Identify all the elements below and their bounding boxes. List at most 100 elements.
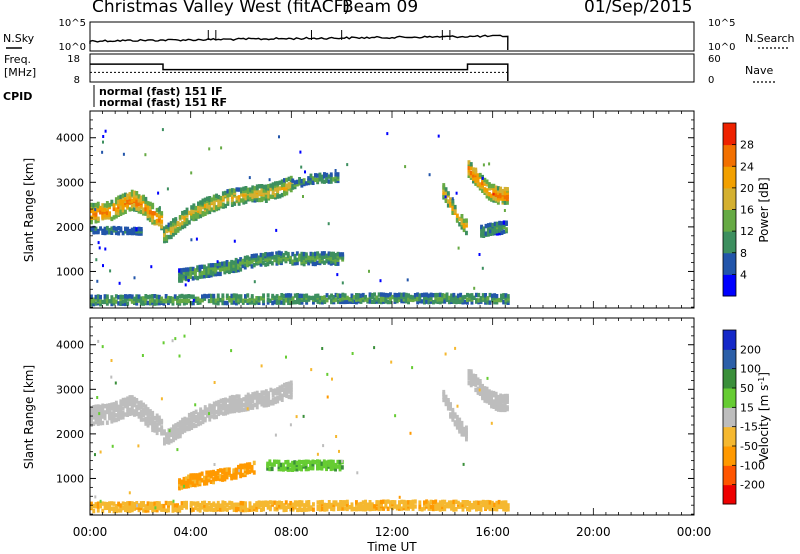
data-cell xyxy=(126,503,130,508)
data-cell xyxy=(278,389,282,394)
data-cell xyxy=(96,421,100,426)
data-cell xyxy=(128,397,132,402)
data-cell xyxy=(494,402,498,407)
data-cell xyxy=(460,432,464,437)
data-cell xyxy=(503,405,507,411)
data-cell xyxy=(187,294,191,299)
data-cell xyxy=(465,430,468,435)
speckle-cell xyxy=(260,364,263,368)
data-cell xyxy=(461,507,465,512)
data-cell xyxy=(164,299,168,304)
data-cell xyxy=(124,192,127,197)
speckle-cell xyxy=(390,360,393,364)
data-cell xyxy=(201,198,205,203)
data-cell xyxy=(275,253,279,259)
data-cell xyxy=(300,507,304,513)
data-cell xyxy=(137,412,141,417)
data-cell xyxy=(223,501,227,506)
data-cell xyxy=(151,296,155,302)
data-cell xyxy=(194,409,198,414)
data-cell xyxy=(282,300,286,306)
data-cell xyxy=(305,500,309,505)
speckle-cell xyxy=(334,169,337,172)
speckle-cell xyxy=(144,153,147,157)
data-cell xyxy=(228,192,232,197)
data-cell xyxy=(441,297,444,302)
data-cell xyxy=(148,205,152,211)
freq-left-label-1: Freq. xyxy=(4,53,31,66)
data-cell xyxy=(139,195,143,200)
data-cell xyxy=(230,190,234,195)
data-cell xyxy=(139,501,143,506)
freq-line xyxy=(90,63,509,81)
data-cell xyxy=(133,202,136,208)
data-cell xyxy=(237,394,241,399)
speckle-cell xyxy=(473,286,476,290)
data-cell xyxy=(407,297,410,302)
data-cell xyxy=(327,459,331,465)
data-cell xyxy=(506,294,510,299)
data-cell xyxy=(423,292,426,297)
data-cell xyxy=(384,502,388,507)
data-cell xyxy=(110,402,114,407)
data-cell xyxy=(121,501,125,506)
data-cell xyxy=(151,501,155,507)
data-cell xyxy=(172,224,175,230)
data-cell xyxy=(451,416,455,421)
data-cell xyxy=(458,417,462,422)
data-cell xyxy=(284,460,288,465)
data-cell xyxy=(169,427,173,432)
data-cell xyxy=(199,205,203,211)
data-cell xyxy=(199,407,203,412)
data-cell xyxy=(246,298,250,304)
data-cell xyxy=(133,502,136,507)
data-cell xyxy=(262,390,266,395)
data-cell xyxy=(478,381,482,387)
data-cell xyxy=(438,507,442,512)
data-cell xyxy=(209,479,213,484)
data-cell xyxy=(275,298,279,303)
data-cell xyxy=(128,207,132,212)
data-cell xyxy=(287,384,291,389)
data-cell xyxy=(499,191,503,196)
data-cell xyxy=(230,188,234,193)
data-cell xyxy=(497,502,501,507)
speckle-cell xyxy=(300,165,303,169)
data-cell xyxy=(330,293,333,298)
data-cell xyxy=(327,295,331,300)
data-cell xyxy=(208,196,212,201)
data-cell xyxy=(148,409,152,414)
data-cell xyxy=(148,501,152,506)
data-cell xyxy=(228,295,232,301)
data-cell xyxy=(112,228,116,233)
data-cell xyxy=(114,197,118,202)
data-cell xyxy=(456,293,460,298)
data-cell xyxy=(321,502,324,507)
data-cell xyxy=(182,267,186,273)
data-cell xyxy=(216,500,220,506)
data-cell xyxy=(121,208,125,213)
data-cell xyxy=(291,183,295,189)
data-cell xyxy=(481,295,485,301)
data-cell xyxy=(133,299,136,304)
speckle-cell xyxy=(166,187,169,191)
data-cell xyxy=(194,423,198,428)
data-cell xyxy=(336,261,340,266)
data-cell xyxy=(130,227,134,232)
data-cell xyxy=(251,397,255,403)
data-cell xyxy=(219,199,223,205)
data-cell xyxy=(359,504,363,509)
data-cell xyxy=(196,267,200,272)
data-cell xyxy=(181,223,184,228)
data-cell xyxy=(300,259,304,265)
data-cell xyxy=(379,292,383,297)
speckle-cell xyxy=(102,140,104,144)
data-cell xyxy=(451,199,455,204)
data-cell xyxy=(221,300,225,306)
data-cell xyxy=(452,504,456,509)
data-cell xyxy=(404,292,408,298)
data-cell xyxy=(110,415,114,420)
data-cell xyxy=(206,409,209,414)
